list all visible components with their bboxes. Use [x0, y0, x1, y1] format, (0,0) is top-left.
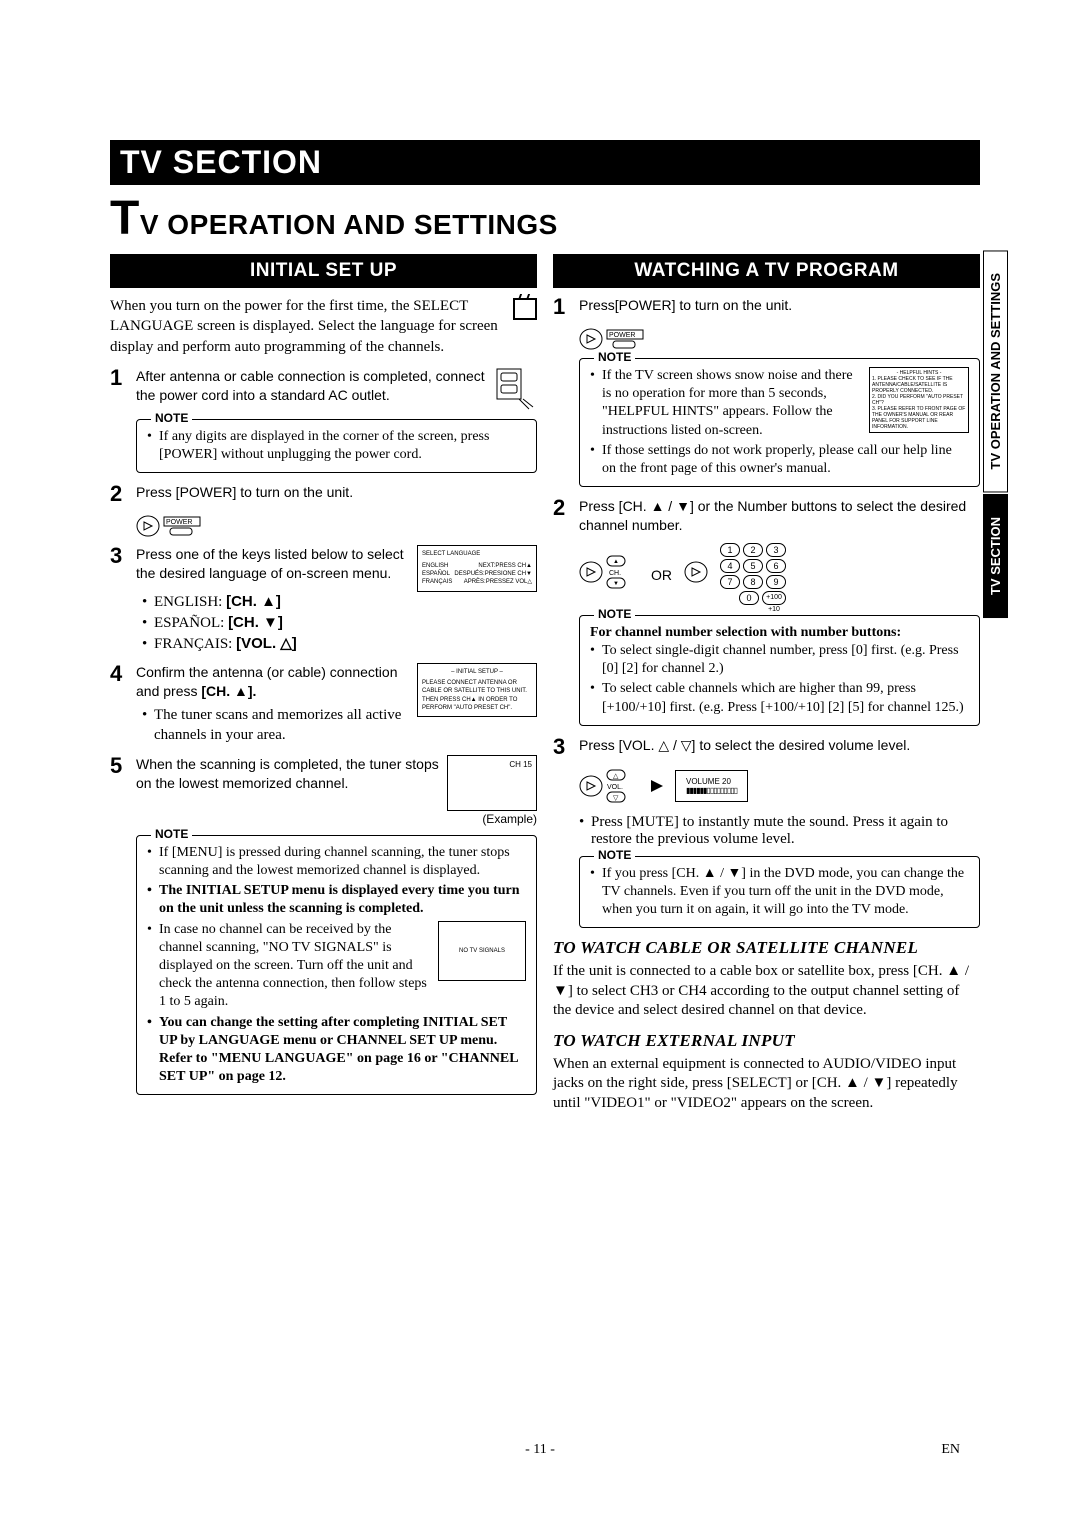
step-5: 5 CH 15 When the scanning is completed, …: [110, 755, 537, 827]
step-number: 5: [110, 755, 126, 827]
step-number: 2: [553, 497, 569, 535]
note-item: The INITIAL SETUP menu is displayed ever…: [147, 882, 526, 918]
step-4: 4 – INITIAL SETUP – PLEASE CONNECT ANTEN…: [110, 663, 537, 746]
step-number: 3: [553, 736, 569, 758]
manual-page: TV SECTION TV OPERATION AND SETTINGS INI…: [0, 0, 1080, 1163]
power-button-graphic: POWER: [136, 515, 206, 537]
intro-text: When you turn on the power for the first…: [110, 296, 537, 357]
no-signal-screen: NO TV SIGNALS: [438, 921, 526, 981]
note-box-1: If any digits are displayed in the corne…: [136, 419, 537, 473]
step-body: Press [VOL. △ / ▽] to select the desired…: [579, 736, 980, 758]
note-item: If [MENU] is pressed during channel scan…: [147, 844, 526, 880]
r-step-3: 3 Press [VOL. △ / ▽] to select the desir…: [553, 736, 980, 758]
cable-sat-title: TO WATCH CABLE OR SATELLITE CHANNEL: [553, 938, 980, 958]
step-body: Press [CH. ▲ / ▼] or the Number buttons …: [579, 497, 980, 535]
language-list: ENGLISH: [CH. ▲] ESPAÑOL: [CH. ▼] FRANÇA…: [142, 592, 537, 655]
step-body: After antenna or cable connection is com…: [136, 367, 537, 411]
r-note-box-1: - HELPFUL HINTS - 1. PLEASE CHECK TO SEE…: [579, 358, 980, 487]
lang-francais: FRANÇAIS: [VOL. △]: [142, 634, 537, 654]
ext-input-title: TO WATCH EXTERNAL INPUT: [553, 1031, 980, 1051]
bullet: The tuner scans and memorizes all active…: [142, 705, 537, 746]
page-footer: - 11 - EN: [0, 1442, 1080, 1458]
svg-text:POWER: POWER: [166, 519, 192, 526]
step-number: 1: [553, 296, 569, 318]
ext-input-body: When an external equipment is connected …: [553, 1055, 980, 1114]
cable-sat-body: If the unit is connected to a cable box …: [553, 962, 980, 1021]
side-tab-operation: TV OPERATION AND SETTINGS: [983, 250, 1008, 492]
title-big-t: T: [110, 191, 140, 246]
note-subtitle: For channel number selection with number…: [590, 624, 969, 642]
language-screen: SELECT LANGUAGE ENGLISHNEXT:PRESS CH▲ ES…: [417, 545, 537, 592]
r-note-box-3: If you press [CH. ▲ / ▼] in the DVD mode…: [579, 856, 980, 929]
content-columns: INITIAL SET UP When you turn on the powe…: [110, 254, 980, 1113]
note-item: - HELPFUL HINTS - 1. PLEASE CHECK TO SEE…: [590, 367, 969, 440]
svg-text:▼: ▼: [613, 581, 619, 587]
step-number: 1: [110, 367, 126, 411]
svg-text:△: △: [613, 772, 619, 780]
hand-keypad-icon: [684, 552, 708, 597]
watching-tv-header: WATCHING A TV PROGRAM: [553, 254, 980, 288]
step-3: 3 SELECT LANGUAGE ENGLISHNEXT:PRESS CH▲ …: [110, 545, 537, 655]
note-box-2: If [MENU] is pressed during channel scan…: [136, 835, 537, 1095]
note-item: If any digits are displayed in the corne…: [147, 428, 526, 464]
initial-setup-header: INITIAL SET UP: [110, 254, 537, 288]
lang-espanol: ESPAÑOL: [CH. ▼]: [142, 613, 537, 633]
power-button-graphic: POWER: [579, 328, 649, 350]
note-item: To select cable channels which are highe…: [590, 680, 969, 716]
title-rest: V OPERATION AND SETTINGS: [140, 209, 558, 240]
volume-display: VOLUME 20 ▮▮▮▮▮▮▯▯▯▯▯▯▯▯▯: [675, 770, 748, 802]
note-item: You can change the setting after complet…: [147, 1014, 526, 1087]
note-item: If those settings do not work properly, …: [590, 442, 969, 478]
r-note-box-2: For channel number selection with number…: [579, 615, 980, 726]
or-label: OR: [651, 567, 672, 583]
example-label: (Example): [136, 811, 537, 827]
left-column: INITIAL SET UP When you turn on the powe…: [110, 254, 537, 1113]
number-keypad: 123 456 789 0+100+10: [720, 543, 786, 607]
step-number: 3: [110, 545, 126, 655]
channel-controls: ▲ CH. ▼ OR 123 456 789 0+100+10: [579, 543, 980, 607]
page-number: - 11 -: [525, 1442, 555, 1457]
step-body: SELECT LANGUAGE ENGLISHNEXT:PRESS CH▲ ES…: [136, 545, 537, 655]
hand-ch-icon: ▲ CH. ▼: [579, 552, 639, 597]
step-number: 4: [110, 663, 126, 746]
right-column: WATCHING A TV PROGRAM 1 Press[POWER] to …: [553, 254, 980, 1113]
channel-screen: CH 15: [447, 755, 537, 811]
side-tab-section: TV SECTION: [983, 494, 1008, 618]
note-item: NO TV SIGNALS In case no channel can be …: [147, 921, 526, 1012]
step-number: 2: [110, 483, 126, 505]
side-tabs: TV OPERATION AND SETTINGS TV SECTION: [983, 250, 1008, 620]
page-lang: EN: [941, 1442, 960, 1458]
note-item: To select single-digit channel number, p…: [590, 642, 969, 678]
step-body: CH 15 When the scanning is completed, th…: [136, 755, 537, 827]
tv-icon: [513, 298, 537, 320]
svg-text:POWER: POWER: [609, 332, 635, 339]
step4-bullets: The tuner scans and memorizes all active…: [142, 705, 537, 746]
lang-english: ENGLISH: [CH. ▲]: [142, 592, 537, 612]
svg-text:▽: ▽: [613, 794, 619, 802]
main-title: TV OPERATION AND SETTINGS: [110, 191, 980, 246]
step-body: – INITIAL SETUP – PLEASE CONNECT ANTENNA…: [136, 663, 537, 746]
section-header: TV SECTION: [110, 140, 980, 185]
note-item: If you press [CH. ▲ / ▼] in the DVD mode…: [590, 865, 969, 920]
r-step-2: 2 Press [CH. ▲ / ▼] or the Number button…: [553, 497, 980, 535]
r-step-1: 1 Press[POWER] to turn on the unit.: [553, 296, 980, 318]
mute-item: Press [MUTE] to instantly mute the sound…: [579, 814, 980, 848]
step-body: Press [POWER] to turn on the unit.: [136, 483, 537, 505]
mute-list: Press [MUTE] to instantly mute the sound…: [579, 814, 980, 848]
step-body: Press[POWER] to turn on the unit.: [579, 296, 980, 318]
volume-controls: △ VOL. ▽ VOLUME 20 ▮▮▮▮▮▮▯▯▯▯▯▯▯▯▯: [579, 766, 980, 806]
hints-screen: - HELPFUL HINTS - 1. PLEASE CHECK TO SEE…: [869, 367, 969, 433]
svg-text:▲: ▲: [613, 559, 619, 565]
step-2: 2 Press [POWER] to turn on the unit.: [110, 483, 537, 505]
hand-vol-icon: △ VOL. ▽: [579, 766, 639, 806]
outlet-icon: [493, 367, 537, 411]
arrow-right-icon: [649, 778, 665, 794]
step-1: 1 After antenna or cable connection is c…: [110, 367, 537, 411]
svg-text:VOL.: VOL.: [607, 784, 623, 791]
svg-text:CH.: CH.: [609, 570, 621, 577]
